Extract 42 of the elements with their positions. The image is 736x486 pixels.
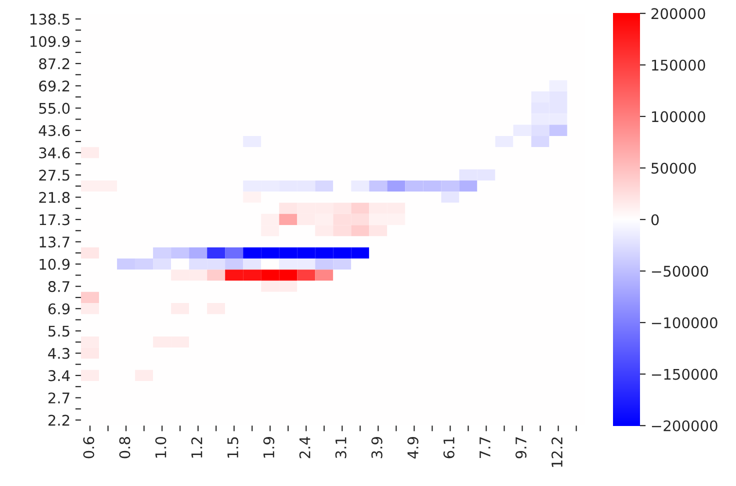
x-tick-label: 0.8: [119, 437, 130, 458]
y-tick-label: 6.9: [48, 303, 70, 314]
y-tick-label: 2.7: [48, 392, 70, 404]
x-tick-label: 1.5: [227, 437, 238, 458]
y-tick-label: 138.5: [30, 14, 70, 25]
y-tick-label: 4.3: [48, 348, 70, 359]
x-tick-label: 2.4: [299, 436, 310, 458]
x-tick-label: 1.0: [155, 436, 166, 458]
y-tick-label: 10.9: [40, 258, 70, 270]
x-tick-label: 4.9: [407, 437, 418, 458]
y-tick-label: 69.2: [39, 80, 70, 92]
y-tick-label: 17.3: [40, 214, 70, 226]
color-bar-label: −100000: [652, 317, 718, 328]
x-tick-label: 1.9: [263, 437, 274, 458]
color-bar-label: 50000: [652, 162, 696, 174]
color-bar-label: 100000: [652, 111, 706, 122]
y-tick-label: 27.5: [39, 170, 70, 181]
y-tick-label: 5.5: [48, 326, 70, 337]
x-tick-label: 3.9: [371, 437, 382, 458]
y-tick-label: 55.0: [39, 102, 70, 114]
y-tick-label: 21.8: [39, 192, 70, 203]
y-tick-label: 87.2: [39, 58, 70, 70]
y-tick-label: 3.4: [48, 370, 70, 382]
x-tick-label: 1.2: [191, 437, 202, 458]
x-tick-label: 7.7: [480, 437, 490, 458]
color-bar-label: −200000: [652, 420, 718, 432]
y-tick-label: 43.6: [38, 125, 70, 136]
y-tick-label: 2.2: [48, 414, 70, 426]
x-tick-label: 9.7: [515, 437, 526, 458]
color-bar-label: −50000: [652, 266, 708, 277]
y-tick-label: 34.6: [39, 147, 70, 158]
x-tick-label: 6.1: [443, 437, 454, 458]
y-tick-label: 8.7: [48, 281, 70, 292]
color-bar-label: 0: [651, 214, 659, 226]
color-bar-label: 200000: [651, 8, 706, 20]
color-bar-label: −150000: [652, 368, 718, 380]
x-tick-label: 0.6: [83, 436, 94, 458]
y-tick-label: 13.7: [40, 236, 70, 248]
x-tick-label: 12.2: [551, 437, 562, 467]
color-bar-label: 150000: [652, 60, 706, 71]
y-tick-label: 109.9: [30, 36, 70, 47]
x-tick-label: 3.1: [335, 437, 346, 458]
